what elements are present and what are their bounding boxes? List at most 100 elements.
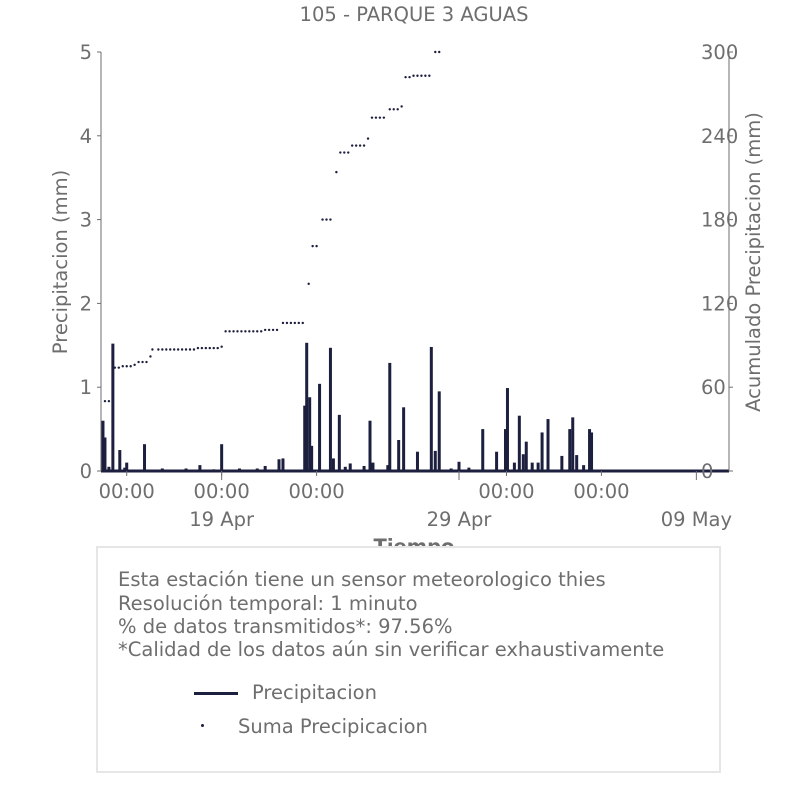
cumulative-point <box>149 355 152 358</box>
precipitation-bar <box>575 455 579 471</box>
x-time-tick-label: 00:00 <box>288 480 344 503</box>
cumulative-point <box>263 328 267 332</box>
precipitation-bar <box>371 462 375 471</box>
cumulative-dots <box>103 50 441 403</box>
precipitation-bar <box>571 417 575 471</box>
precipitation-bar <box>467 467 471 471</box>
y2-tick-label: 240 <box>701 125 738 148</box>
cumulative-point <box>325 218 328 221</box>
precipitation-bar <box>125 462 129 471</box>
cumulative-point <box>382 116 386 119</box>
precipitation-bar <box>457 461 461 471</box>
cumulative-point <box>260 330 263 333</box>
cumulative-point <box>358 144 362 147</box>
cumulative-point <box>378 116 382 119</box>
precipitation-bar <box>517 415 521 471</box>
precipitation-bar <box>415 451 419 471</box>
precipitation-bar <box>198 465 202 471</box>
cumulative-point <box>315 244 318 248</box>
precipitation-bar <box>220 444 224 471</box>
cumulative-point <box>204 346 208 350</box>
legend-label-cumulative: Suma Precipicacion <box>238 715 428 738</box>
resolution-text: Resolución temporal: 1 minuto <box>118 592 418 615</box>
y2-tick-label: 300 <box>701 41 738 64</box>
precipitation-bars <box>101 342 729 473</box>
precipitation-bar <box>536 462 540 471</box>
cumulative-point <box>271 328 275 332</box>
cumulative-point <box>236 330 239 333</box>
cumulative-point <box>275 328 279 332</box>
precipitation-bar <box>331 458 335 471</box>
cumulative-point <box>157 348 160 351</box>
cumulative-point <box>289 321 293 325</box>
legend-line-swatch <box>194 692 238 695</box>
precipitation-bar <box>212 469 216 471</box>
cumulative-point <box>420 74 423 77</box>
cumulative-point <box>400 105 403 108</box>
cumulative-point <box>434 50 437 54</box>
x-time-tick-label: 00:00 <box>478 480 534 503</box>
cumulative-point <box>416 74 419 77</box>
cumulative-point <box>256 330 259 333</box>
cumulative-point <box>428 74 431 77</box>
precipitation-bar <box>310 445 314 471</box>
chart-title: 105 - PARQUE 3 AGUAS <box>300 3 529 26</box>
precipitation-bar <box>328 347 332 471</box>
y-tick-label: 4 <box>80 125 92 148</box>
x-time-tick-label: 00:00 <box>99 480 155 503</box>
cumulative-point <box>212 346 215 350</box>
axes: 0 1 2 3 4 5 0 60 120 180 240 300 00:00 00:00 00:00 00:0… <box>80 41 739 531</box>
cumulative-point <box>311 244 314 248</box>
cumulative-point <box>321 218 324 221</box>
cumulative-point <box>388 108 391 111</box>
y-tick-label: 3 <box>80 209 92 232</box>
cumulative-point <box>161 348 164 351</box>
cumulative-point <box>172 348 176 351</box>
precipitation-bar <box>590 432 594 471</box>
cumulative-point <box>252 330 255 333</box>
precipitation-bar <box>184 468 188 471</box>
transmission-text: % de datos transmitidos*: 97.56% <box>118 615 453 638</box>
cumulative-point <box>169 348 172 351</box>
x-time-tick-label: 00:00 <box>573 480 629 503</box>
precipitation-bar <box>318 383 322 471</box>
precipitation-bar <box>237 468 241 471</box>
info-box: Esta estación tiene un sensor meteorolog… <box>96 546 721 773</box>
cumulative-point <box>216 346 219 350</box>
cumulative-point <box>244 330 247 333</box>
cumulative-point <box>297 321 300 325</box>
precipitation-bar <box>303 405 307 471</box>
chart: 105 - PARQUE 3 AGUAS 0 1 2 3 4 5 0 60 120 180 240 3… <box>49 3 765 546</box>
cumulative-point <box>370 116 374 119</box>
cumulative-point <box>129 365 132 368</box>
cumulative-point <box>137 360 140 364</box>
precipitation-bar <box>397 439 401 471</box>
precipitation-bar <box>107 466 111 471</box>
precipitation-bar <box>255 468 259 471</box>
precipitation-bar <box>362 465 366 471</box>
cumulative-point <box>307 282 310 286</box>
precipitation-bar <box>512 462 516 471</box>
cumulative-point <box>200 346 204 350</box>
cumulative-point <box>351 144 354 147</box>
precipitation-bar <box>118 450 122 471</box>
precipitation-bar <box>281 458 285 471</box>
precipitation-bar <box>530 462 534 471</box>
precipitation-bar <box>540 432 544 471</box>
cumulative-point <box>354 144 358 147</box>
y2-axis-label: Acumulado Precipitacion (mm) <box>742 112 765 412</box>
precipitation-bar <box>143 444 147 471</box>
cumulative-point <box>220 345 223 348</box>
x-axis-label: Tiempo <box>374 535 455 546</box>
sensor-info-text: Esta estación tiene un sensor meteorolog… <box>118 568 606 591</box>
y-tick-label: 1 <box>80 376 92 399</box>
y-tick-label: 5 <box>80 41 92 64</box>
precipitation-bar <box>160 468 164 471</box>
cumulative-point <box>396 108 399 111</box>
x-date-tick-label: 29 Apr <box>427 508 493 531</box>
quality-disclaimer-text: *Calidad de los datos aún sin verificar … <box>118 638 665 661</box>
cumulative-point <box>103 399 107 403</box>
cumulative-point <box>151 348 154 351</box>
cumulative-point <box>184 348 188 351</box>
precipitation-bar <box>305 342 309 471</box>
